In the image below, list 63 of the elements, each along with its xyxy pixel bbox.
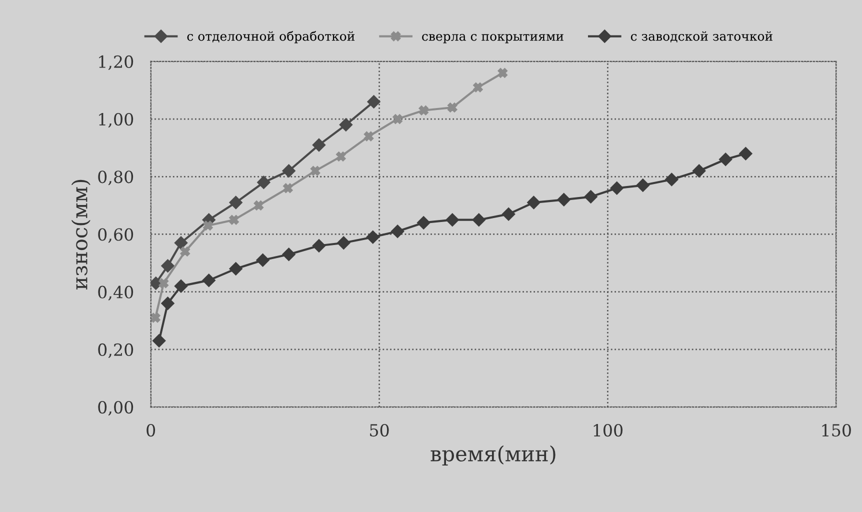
point (390, 224, 404, 238)
x-tick-label: 100 (594, 424, 623, 437)
point (446, 213, 459, 226)
point (310, 166, 320, 176)
y-tick-label: 0,80 (98, 170, 134, 186)
point (498, 68, 508, 78)
point (229, 214, 239, 225)
point (665, 172, 678, 186)
y-tick-label: 0,40 (98, 286, 134, 300)
y-tick-label: 1,20 (99, 55, 134, 70)
point (202, 274, 216, 287)
point (174, 279, 188, 293)
point (418, 106, 428, 116)
point (254, 200, 264, 210)
point (150, 312, 160, 323)
point (584, 190, 598, 204)
x-tick-label: 50 (370, 424, 389, 437)
point (152, 334, 166, 348)
point (312, 239, 326, 252)
point (180, 246, 190, 256)
point (339, 118, 353, 132)
point (161, 296, 174, 310)
y-axis-title: износ(мм) (71, 180, 90, 290)
point (229, 196, 242, 210)
point (174, 236, 188, 250)
x-axis-title: время(мин) (430, 445, 556, 466)
y-tick-label: 0,00 (98, 401, 134, 416)
point (473, 82, 483, 92)
y-tick-label: 1,00 (99, 113, 134, 128)
point (367, 95, 380, 108)
point (502, 207, 516, 221)
point (282, 164, 296, 178)
point (283, 183, 293, 194)
point (739, 147, 752, 160)
y-tick-label: 0,60 (98, 228, 134, 243)
point (610, 182, 624, 195)
point (417, 216, 430, 230)
point (692, 164, 706, 178)
point (557, 193, 570, 206)
point (337, 236, 350, 250)
point (257, 176, 270, 189)
point (312, 138, 326, 152)
point (256, 254, 270, 267)
x-tick-label: 150 (822, 424, 851, 437)
point (392, 114, 402, 124)
point (448, 102, 458, 112)
point (158, 278, 169, 288)
x-tick-label: 0 (146, 424, 156, 437)
y-tick-label: 0,20 (98, 343, 134, 358)
point (527, 196, 540, 210)
legend-label: сверла с покрытиями (422, 34, 564, 44)
point (366, 230, 380, 244)
point (336, 152, 346, 162)
point (636, 178, 650, 192)
point (161, 259, 174, 273)
point (364, 131, 374, 142)
legend-label: с отделочной обработкой (187, 30, 355, 44)
legend-label: с заводской заточкой (630, 31, 772, 42)
point (472, 213, 486, 226)
point (718, 152, 732, 166)
point (229, 262, 242, 276)
point (282, 248, 296, 261)
point (203, 220, 213, 230)
